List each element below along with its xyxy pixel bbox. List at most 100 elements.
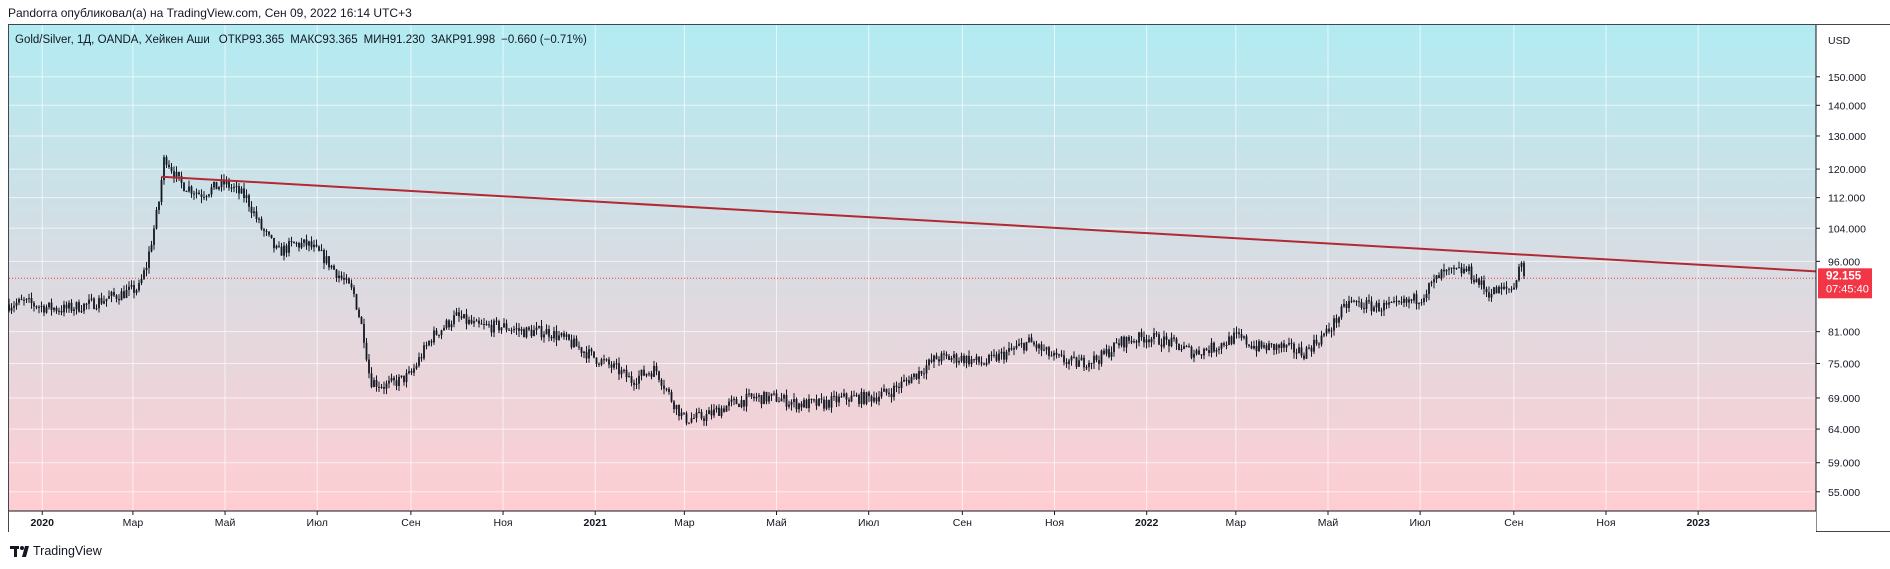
candle-body (1220, 343, 1223, 349)
candle-body (468, 319, 470, 324)
candle-body (488, 324, 490, 326)
candle-body (1073, 356, 1075, 358)
candle-body (163, 157, 165, 181)
candle-body (445, 320, 448, 328)
candle-body (533, 330, 535, 337)
candle-body (1378, 302, 1380, 312)
candle-body (155, 210, 158, 229)
candle-body (1030, 337, 1033, 343)
candle-body (615, 363, 618, 365)
candle-body (985, 362, 988, 365)
candle-body (865, 392, 868, 404)
attribution-text: Pandorra опубликовал(а) на TradingView.c… (8, 6, 412, 20)
candle-body (730, 399, 733, 402)
candle-body (290, 241, 293, 243)
price-tick-label: 140.000 (1828, 100, 1866, 112)
candle-body (515, 328, 518, 330)
candle-body (1078, 360, 1080, 367)
candle-body (1205, 348, 1208, 351)
candle-body (1485, 288, 1488, 293)
candle-body (205, 196, 208, 198)
candle-body (10, 307, 13, 311)
candle-body (83, 303, 85, 312)
candle-body (213, 181, 215, 188)
candle-body (113, 292, 115, 296)
candle-body (173, 171, 175, 178)
candle-body (618, 363, 620, 375)
candle-body (1105, 349, 1108, 354)
symbol-name[interactable]: Gold/Silver, 1Д, OANDA, Хейкен Аши (15, 34, 210, 46)
candle-body (1185, 346, 1188, 348)
symbol-legend[interactable]: Gold/Silver, 1Д, OANDA, Хейкен Аши ОТКР93… (15, 34, 587, 46)
candle-body (503, 323, 505, 328)
candle-body (1353, 300, 1355, 302)
candle-body (658, 371, 660, 380)
trendline[interactable] (161, 175, 1817, 273)
candle-body (703, 418, 705, 421)
candle-body (463, 314, 465, 319)
price-tick-label: 75.000 (1828, 358, 1860, 370)
candle-body (388, 380, 390, 384)
candle-body (1110, 352, 1113, 357)
candle-body (1200, 354, 1203, 356)
candle-body (610, 364, 613, 368)
candle-body (30, 298, 33, 304)
candle-body (1250, 345, 1253, 349)
time-axis-background[interactable] (9, 511, 1816, 532)
candle-body (1150, 338, 1153, 343)
candle-body (1273, 343, 1275, 350)
candle-body (600, 359, 603, 365)
candle-body (238, 186, 240, 194)
price-tick-label: 81.000 (1828, 327, 1860, 339)
candle-body (225, 180, 228, 185)
candle-body (140, 278, 143, 284)
tradingview-logo-icon[interactable] (10, 545, 34, 559)
candle-body (88, 299, 90, 304)
candle-body (8, 304, 10, 311)
candle-body (283, 245, 285, 256)
time-tick-label: 2021 (584, 517, 608, 529)
candle-body (513, 329, 515, 331)
candle-body (135, 290, 138, 293)
candle-body (1183, 346, 1185, 349)
candle-body (848, 399, 850, 402)
candle-body (1130, 340, 1133, 343)
time-tick-label: Сен (1504, 517, 1523, 529)
candle-body (1383, 302, 1385, 311)
candle-body (320, 250, 323, 252)
candle-body (815, 399, 818, 406)
candle-body (1168, 339, 1170, 347)
candle-body (1195, 350, 1198, 354)
price-axis-background[interactable] (1816, 25, 1890, 511)
trendline-segment[interactable] (161, 175, 1817, 273)
candle-body (758, 395, 760, 397)
price-tick-label: 59.000 (1828, 458, 1860, 470)
candle-body (333, 265, 335, 270)
price-chart[interactable]: USD 150.000140.000130.000120.000112.0001… (0, 0, 1890, 537)
candle-body (1188, 346, 1190, 348)
low-value: МИН91.230 (363, 34, 425, 46)
candle-body (1435, 275, 1438, 280)
footer-brand[interactable]: TradingView (33, 544, 102, 558)
candle-body (483, 324, 485, 326)
candle-body (523, 329, 525, 338)
candle-body (1368, 300, 1370, 302)
candle-body (518, 328, 520, 331)
candle-body (203, 196, 205, 198)
candle-body (240, 188, 243, 194)
candle-body (708, 410, 710, 415)
candle-body (1363, 307, 1365, 309)
candle-body (775, 393, 778, 402)
candle-body (648, 373, 650, 375)
candle-body (1155, 333, 1158, 335)
candle-body (1080, 357, 1083, 361)
candle-body (1180, 348, 1183, 351)
candle-body (363, 323, 365, 343)
candle-body (485, 324, 488, 326)
candle-body (1148, 339, 1150, 343)
candle-body (875, 397, 878, 402)
candle-body (408, 371, 410, 374)
candle-body (323, 250, 325, 264)
candle-body (550, 336, 553, 339)
candle-body (690, 418, 693, 423)
